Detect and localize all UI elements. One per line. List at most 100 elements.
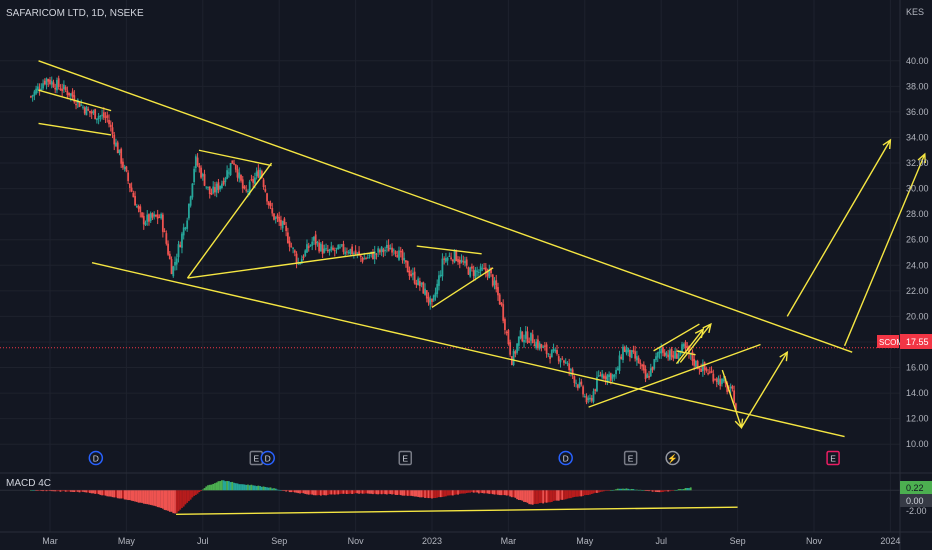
candle	[625, 349, 628, 354]
macd-bar	[417, 490, 420, 497]
x-tick-label: May	[576, 536, 594, 546]
candle	[366, 257, 369, 259]
event-badge-earnings[interactable]: E	[398, 450, 413, 466]
candle	[510, 356, 513, 366]
macd-bar	[372, 490, 374, 495]
macd-bar	[217, 481, 220, 491]
candle	[174, 261, 176, 266]
candle	[710, 371, 713, 373]
macd-bar	[611, 490, 614, 491]
macd-bar	[359, 490, 362, 494]
macd-bar	[455, 490, 458, 495]
macd-bar	[61, 490, 64, 492]
event-badge-event[interactable]: D	[558, 450, 573, 466]
candle	[104, 116, 107, 118]
macd-bar	[297, 490, 300, 494]
macd-bar	[559, 490, 562, 500]
macd-bar	[285, 490, 288, 492]
macd-bar	[356, 490, 359, 494]
macd-bar	[106, 490, 109, 497]
candle	[354, 250, 357, 255]
candle	[517, 336, 520, 346]
macd-bar	[302, 490, 305, 494]
candle	[347, 252, 350, 254]
macd-bar	[212, 483, 215, 491]
candle	[66, 90, 69, 95]
macd-bar	[198, 490, 201, 493]
macd-bar	[618, 488, 621, 491]
candle	[696, 361, 699, 369]
candle	[684, 341, 687, 349]
candle	[540, 344, 543, 348]
event-badge-event[interactable]: D	[260, 450, 275, 466]
candle	[530, 332, 532, 341]
macd-bar	[590, 490, 593, 494]
macd-bar	[472, 490, 475, 493]
macd-bar	[139, 490, 142, 503]
macd-bar	[49, 490, 51, 491]
candle	[701, 363, 704, 372]
candle	[35, 88, 38, 94]
macd-bar	[443, 490, 446, 497]
candle	[504, 319, 506, 331]
macd-bar	[89, 490, 91, 493]
candle	[422, 282, 425, 294]
candle	[734, 403, 737, 412]
event-badges[interactable]: D E D E D E ⚡ E	[88, 450, 840, 466]
candle	[649, 368, 652, 377]
macd-bar	[221, 480, 223, 491]
candle	[476, 270, 479, 272]
macd-bar	[321, 490, 324, 495]
macd-bar	[113, 490, 116, 498]
event-badge-future[interactable]: E	[826, 450, 840, 466]
candle	[646, 374, 649, 378]
macd-bar	[292, 490, 294, 492]
macd-bar	[300, 490, 303, 494]
macd-bar	[474, 490, 477, 493]
candle	[623, 346, 626, 353]
macd-bar	[222, 480, 225, 491]
event-badge-earnings[interactable]: E	[249, 450, 264, 466]
candle	[302, 256, 305, 259]
trend-drawings[interactable]	[38, 60, 926, 438]
candle	[365, 258, 367, 260]
candle	[234, 164, 237, 170]
candle	[203, 174, 206, 186]
macd-bar	[448, 490, 451, 496]
event-badge-event[interactable]: D	[88, 450, 104, 466]
macd-bar	[557, 490, 560, 501]
candle	[318, 242, 321, 252]
macd-bar	[471, 490, 473, 493]
macd-bar	[352, 490, 355, 494]
macd-bar	[125, 490, 128, 500]
candle	[639, 362, 642, 365]
candle	[674, 351, 676, 359]
candle	[92, 111, 95, 113]
macd-bar	[576, 490, 579, 497]
candle	[43, 80, 46, 85]
macd-bar	[116, 490, 119, 499]
macd-bar	[479, 490, 482, 493]
candle	[663, 352, 666, 357]
candle	[42, 83, 44, 89]
candle	[575, 382, 578, 384]
candle	[535, 341, 538, 349]
macd-bar	[319, 490, 322, 496]
candle	[45, 78, 48, 85]
macd-bar	[161, 490, 164, 509]
candle	[207, 186, 209, 188]
candle	[458, 259, 461, 264]
macd-bar	[30, 490, 32, 491]
event-badge-split[interactable]: ⚡	[665, 450, 680, 466]
macd-bar	[304, 490, 307, 494]
candle	[387, 244, 390, 252]
candle	[431, 298, 433, 302]
candle	[528, 341, 531, 343]
x-tick-label: Jul	[197, 536, 209, 546]
candle	[49, 79, 51, 85]
candle	[198, 165, 201, 168]
event-badge-earnings[interactable]: E	[623, 450, 638, 466]
candle	[542, 346, 545, 348]
macd-bar	[583, 490, 586, 496]
